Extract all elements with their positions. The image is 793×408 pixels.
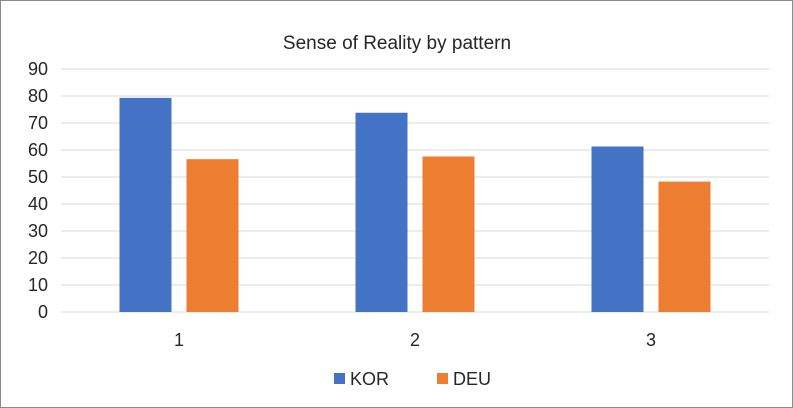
y-tick-label: 20 — [28, 248, 48, 268]
bars — [119, 97, 711, 313]
legend-label-kor: KOR — [350, 369, 389, 389]
y-tick-label: 30 — [28, 221, 48, 241]
y-tick-label: 50 — [28, 167, 48, 187]
x-axis-ticks: 1 2 3 — [174, 330, 656, 350]
gridlines — [61, 68, 769, 313]
x-tick-label: 2 — [410, 330, 420, 350]
y-tick-label: 90 — [28, 59, 48, 79]
bar-kor-2 — [355, 112, 408, 313]
legend-swatch-deu — [437, 373, 448, 384]
chart-title: Sense of Reality by pattern — [283, 33, 511, 54]
bar-kor-3 — [591, 146, 644, 312]
legend-swatch-kor — [334, 373, 345, 384]
bar-kor-1 — [119, 97, 172, 312]
bar-deu-2 — [422, 156, 475, 312]
y-tick-label: 0 — [38, 302, 48, 322]
bar-deu-3 — [658, 181, 711, 312]
y-tick-label: 80 — [28, 86, 48, 106]
y-axis-ticks: 0 10 20 30 40 50 60 70 80 90 — [28, 59, 48, 322]
x-tick-label: 3 — [646, 330, 656, 350]
bar-deu-1 — [186, 159, 239, 312]
y-tick-label: 40 — [28, 194, 48, 214]
y-tick-label: 10 — [28, 275, 48, 295]
legend: KOR DEU — [334, 369, 491, 389]
y-tick-label: 70 — [28, 113, 48, 133]
y-tick-label: 60 — [28, 140, 48, 160]
legend-label-deu: DEU — [453, 369, 491, 389]
x-tick-label: 1 — [174, 330, 184, 350]
